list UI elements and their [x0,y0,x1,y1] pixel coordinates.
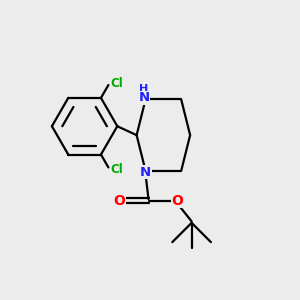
Text: H: H [140,84,149,94]
Text: O: O [114,194,126,208]
Text: Cl: Cl [110,163,123,176]
Text: N: N [139,92,150,104]
Text: Cl: Cl [110,77,123,90]
Text: O: O [171,194,183,208]
Text: N: N [140,166,151,179]
